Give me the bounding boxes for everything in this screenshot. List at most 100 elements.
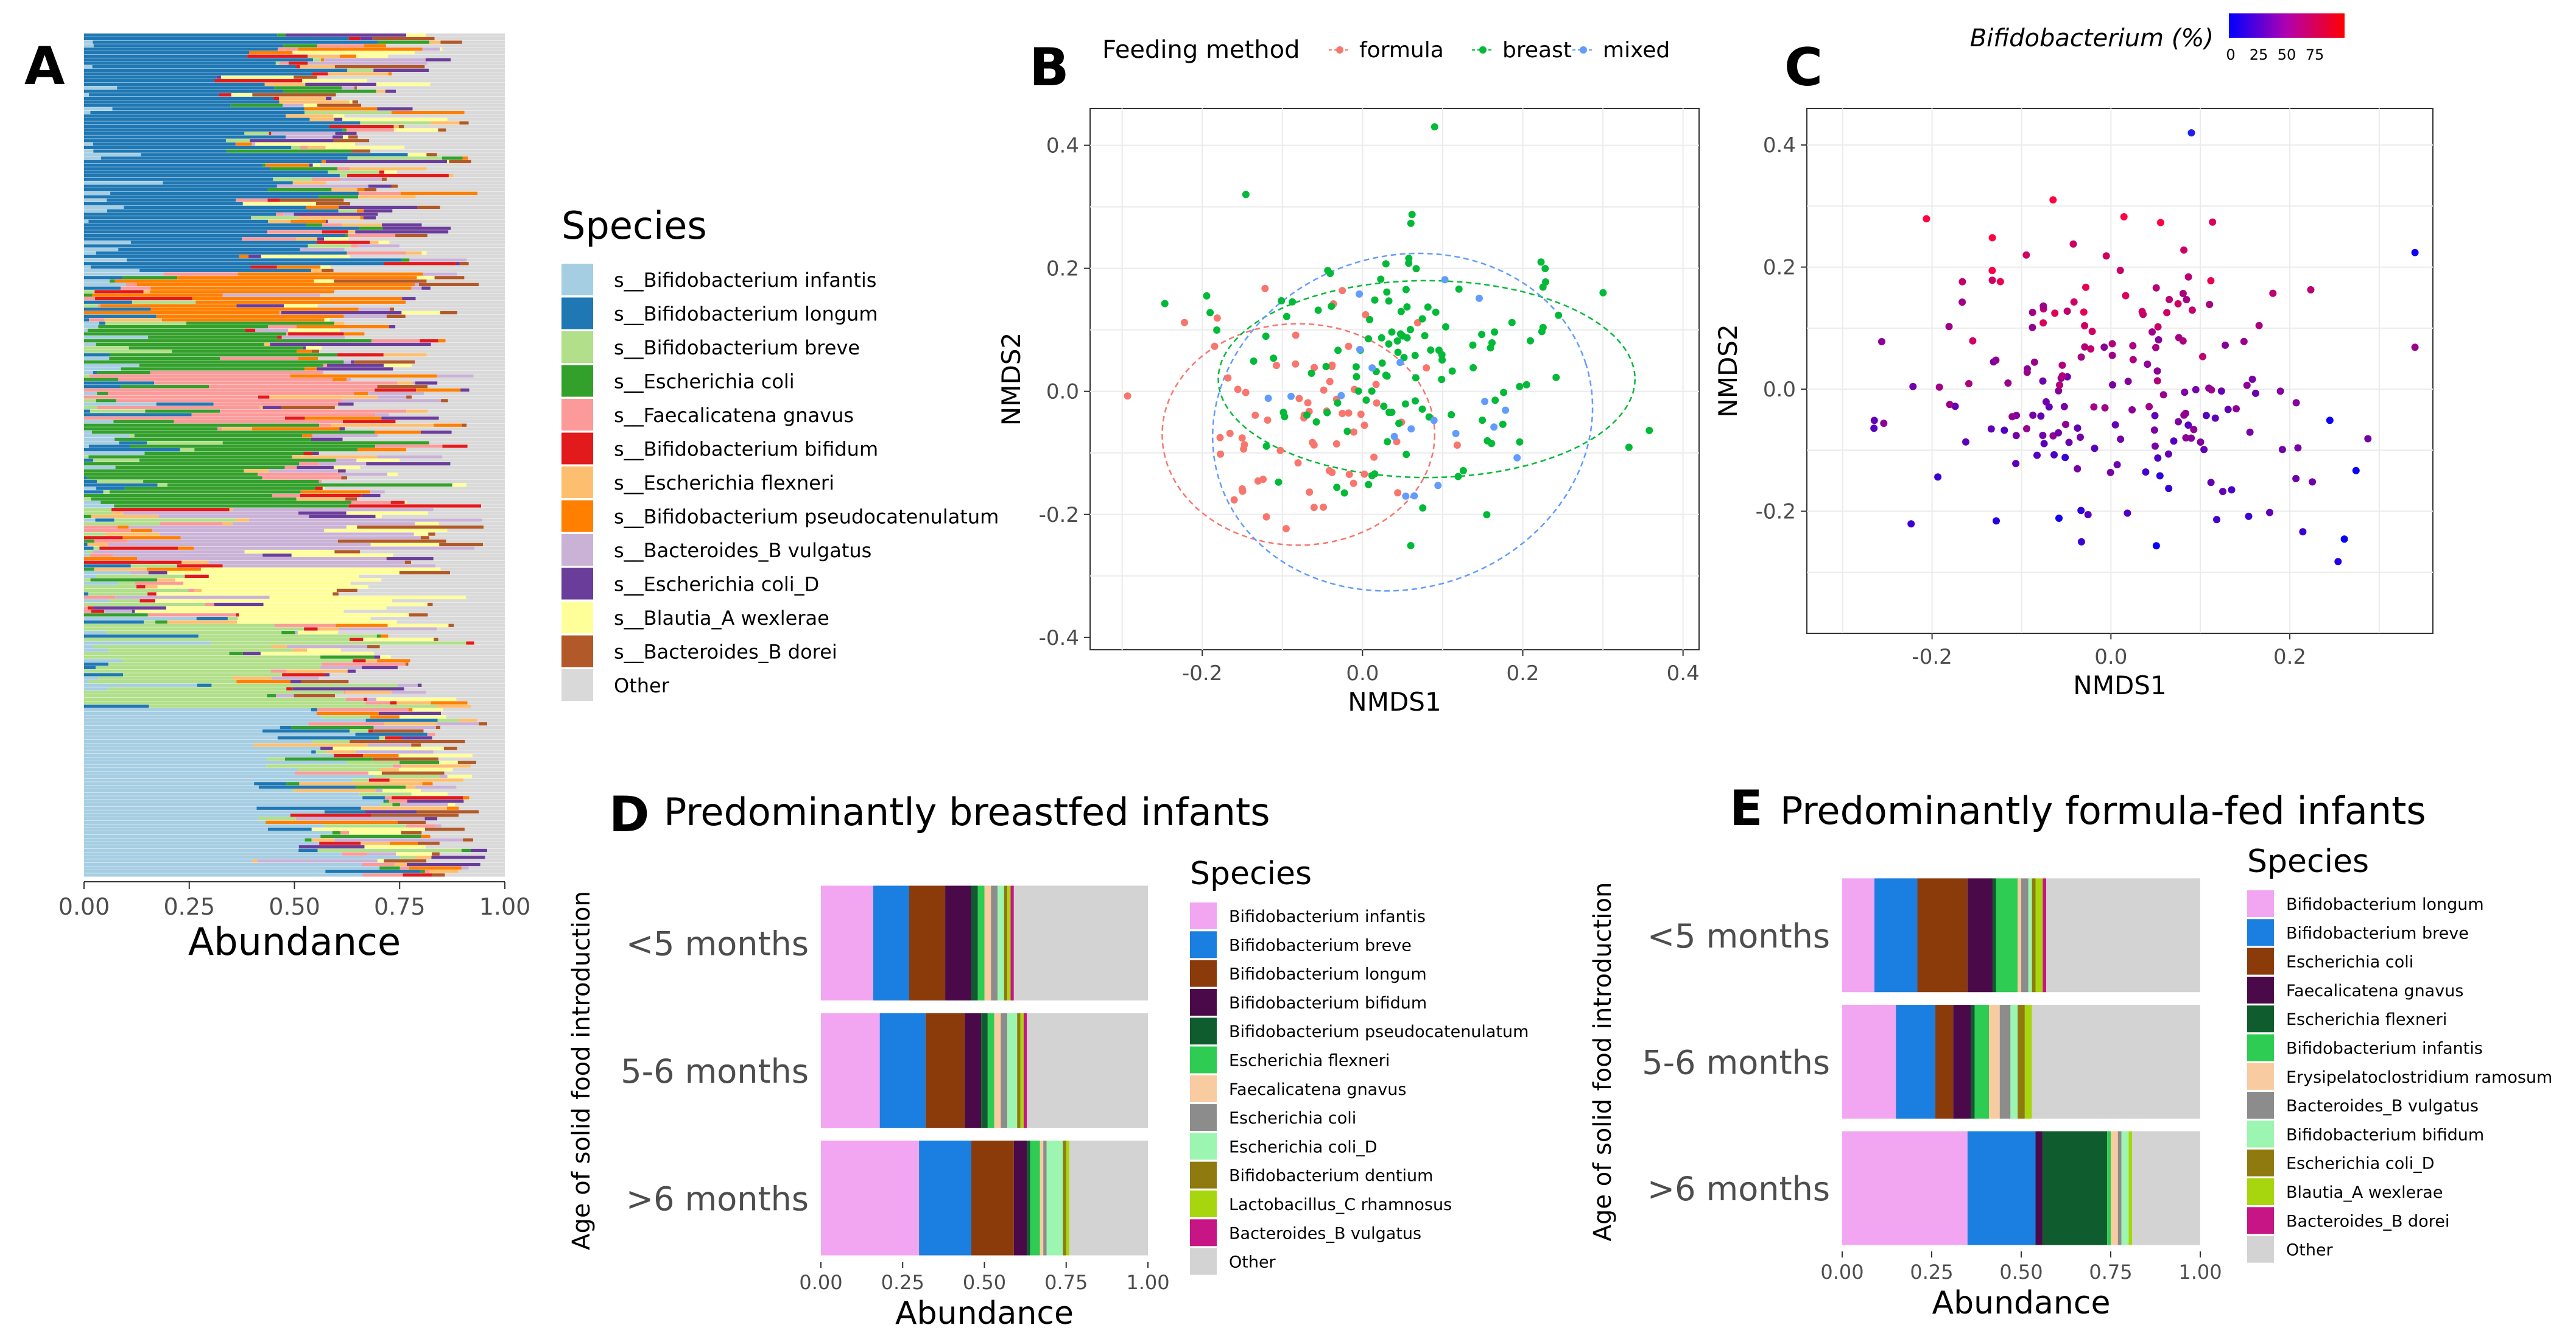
sample-bar-segment — [84, 328, 88, 332]
sample-bar-other — [459, 814, 505, 817]
sample-bar-segment — [84, 532, 105, 536]
sample-bar-segment — [99, 322, 106, 325]
data-point — [1216, 434, 1224, 441]
sample-bar-segment — [84, 153, 141, 157]
sample-bar-segment — [286, 782, 300, 786]
sample-bar-segment — [307, 648, 341, 652]
sample-bar-other — [325, 487, 505, 490]
legend-swatch — [2247, 976, 2274, 1004]
sample-bar-segment — [397, 381, 413, 385]
sample-bar-segment — [324, 237, 349, 241]
bar-segment — [2035, 878, 2043, 993]
x-axis-title: Abundance — [1932, 1285, 2111, 1321]
sample-bar-segment — [91, 515, 159, 518]
sample-bar-segment — [407, 153, 427, 157]
sample-bar-other — [466, 483, 505, 487]
sample-bar-other — [385, 44, 505, 47]
sample-bar-segment — [270, 167, 338, 171]
sample-bar-segment — [251, 216, 298, 220]
sample-bar-segment — [398, 768, 453, 772]
sample-bar-other — [433, 750, 505, 754]
data-point — [2113, 461, 2121, 469]
sample-bar-segment — [84, 93, 90, 97]
sample-bar-other — [424, 392, 505, 395]
sample-bar-segment — [381, 177, 387, 181]
data-point — [2151, 412, 2159, 420]
sample-bar-other — [456, 697, 505, 701]
sample-bar-segment — [350, 167, 427, 171]
sample-bar-segment — [149, 705, 437, 708]
y-tick-label: 0.0 — [1046, 380, 1079, 404]
sample-bar-other — [394, 308, 505, 311]
legend-label: s__Bifidobacterium bifidum — [614, 438, 878, 461]
sample-bar-segment — [84, 873, 363, 877]
data-point — [1483, 511, 1491, 519]
sample-bar-segment — [248, 518, 482, 522]
sample-bar-segment — [420, 339, 438, 343]
data-point — [1407, 542, 1415, 549]
data-point — [1354, 387, 1362, 395]
sample-bar-segment — [358, 244, 400, 248]
data-point — [1350, 479, 1357, 487]
legend-label: Blautia_A wexlerae — [2286, 1183, 2443, 1202]
sample-bar-other — [446, 715, 505, 719]
sample-bar-segment — [434, 423, 462, 427]
bar-segment — [1066, 1141, 1070, 1256]
data-point — [1310, 504, 1318, 512]
sample-bar-segment — [315, 750, 328, 754]
data-point — [2001, 426, 2008, 434]
data-point — [2184, 273, 2192, 281]
legend-label: Other — [1229, 1253, 1276, 1272]
sample-bar-other — [438, 638, 505, 641]
sample-bar-segment — [111, 508, 230, 512]
colorbar — [2229, 13, 2345, 38]
sample-bar-other — [423, 729, 505, 733]
sample-bar-other — [317, 76, 505, 79]
sample-bar-segment — [84, 859, 252, 863]
sample-bar-segment — [459, 121, 469, 125]
sample-bar-other — [439, 842, 505, 845]
sample-bar-segment — [421, 251, 427, 255]
panel-d: D Predominantly breastfed infants<5 month… — [568, 786, 1529, 1332]
data-point — [2294, 444, 2302, 452]
sample-bar-segment — [84, 687, 108, 691]
data-point — [1625, 443, 1633, 451]
sample-bar-segment — [248, 255, 261, 258]
sample-bar-segment — [144, 620, 156, 624]
sample-bar-segment — [368, 778, 390, 782]
sample-bar-segment — [84, 638, 350, 641]
sample-bar-segment — [84, 739, 312, 744]
bar-segment — [2018, 1005, 2025, 1119]
sample-bar-segment — [401, 258, 410, 262]
sample-bar-segment — [373, 725, 437, 730]
sample-bar-segment — [276, 185, 368, 188]
sample-bar-segment — [209, 385, 378, 389]
sample-bar-segment — [114, 279, 314, 283]
sample-bar-other — [404, 146, 505, 149]
sample-bar-segment — [219, 93, 231, 97]
bar-segment — [1001, 1013, 1008, 1128]
confidence-ellipse-formula — [1161, 323, 1436, 546]
legend-label: Bifidobacterium bifidum — [2286, 1125, 2484, 1144]
sample-bar-segment — [351, 778, 369, 782]
sample-bar-segment — [110, 353, 338, 357]
sample-bar-segment — [448, 174, 454, 178]
data-point — [2190, 426, 2198, 434]
sample-bar-segment — [361, 493, 381, 498]
data-point — [2352, 466, 2360, 474]
data-point — [1488, 440, 1496, 448]
colorbar-tick-label: 25 — [2250, 46, 2268, 63]
legend-label: Bifidobacterium breve — [2286, 924, 2469, 943]
data-point — [2049, 196, 2057, 204]
x-tick-label: 0.00 — [58, 893, 110, 920]
legend-label: Escherichia coli — [1229, 1109, 1356, 1128]
sample-bar-segment — [378, 40, 429, 44]
sample-bar-other — [348, 680, 505, 684]
sample-bar-segment — [97, 406, 260, 410]
sample-bar-segment — [328, 72, 389, 76]
sample-bar-segment — [84, 427, 218, 431]
sample-bar-segment — [84, 554, 90, 557]
sample-bar-segment — [84, 100, 280, 104]
sample-bar-segment — [401, 831, 422, 835]
sample-bar-segment — [84, 294, 93, 297]
